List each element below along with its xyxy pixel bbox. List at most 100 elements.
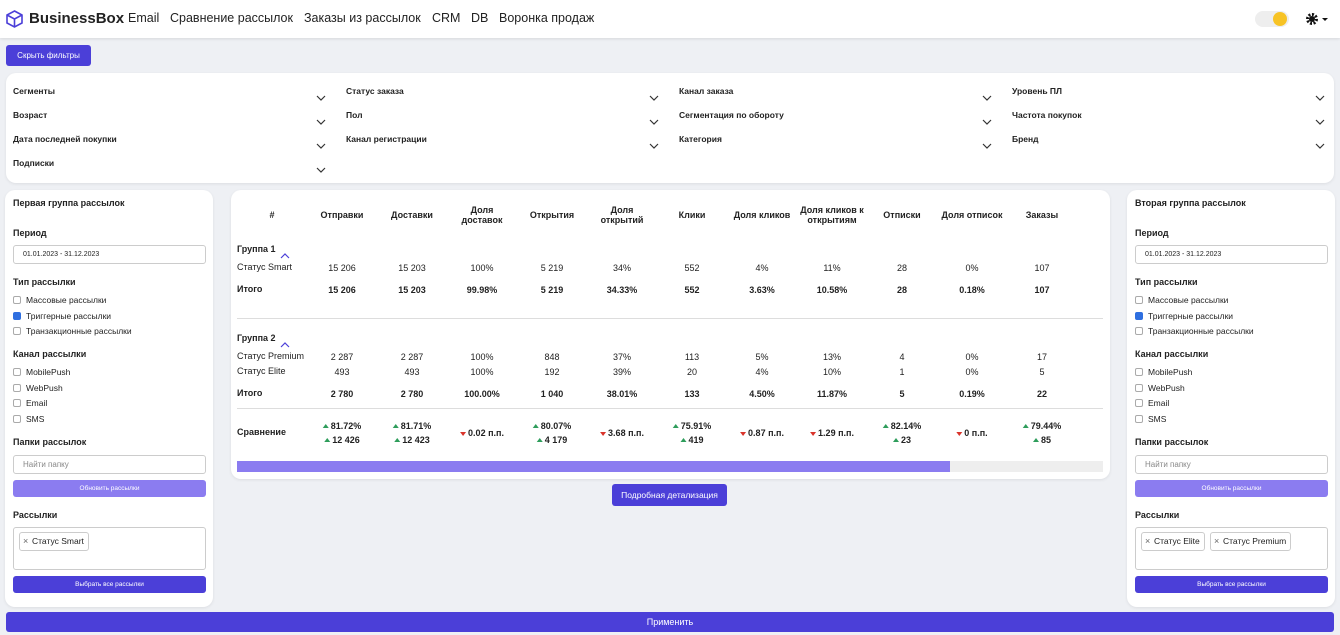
checkbox-label: Триггерные рассылки xyxy=(1148,310,1234,321)
checkbox-label: SMS xyxy=(1148,413,1167,424)
settings[interactable] xyxy=(1305,12,1329,26)
column-header: Отправки xyxy=(320,210,364,220)
checkbox[interactable] xyxy=(1135,311,1143,320)
filter-dropdown[interactable]: Уровень ПЛ xyxy=(1012,86,1062,96)
filter-dropdown[interactable]: Дата последней покупки xyxy=(13,134,117,144)
tag[interactable]: Статус Elite × xyxy=(1141,532,1205,551)
cell: 99.98% xyxy=(466,285,498,295)
checkbox[interactable] xyxy=(1135,399,1143,407)
checkbox[interactable] xyxy=(13,327,21,335)
chevron[interactable] xyxy=(316,160,326,173)
header: BusinessBox Email Сравнение рассылок Заказ… xyxy=(0,0,1340,38)
checkbox[interactable] xyxy=(1135,414,1143,423)
collapse-icon[interactable] xyxy=(280,246,290,259)
checkbox[interactable] xyxy=(13,368,21,376)
filter-dropdown[interactable]: Канал заказа xyxy=(679,86,734,96)
filter-dropdown[interactable]: Частота покупок xyxy=(1012,110,1082,120)
date-input[interactable]: 01.01.2023 - 31.12.2023 xyxy=(13,245,206,264)
checkbox[interactable] xyxy=(13,296,21,304)
nav-link[interactable]: CRM xyxy=(432,11,461,25)
date-input[interactable]: 01.01.2023 - 31.12.2023 xyxy=(1135,245,1328,264)
select-all-button[interactable]: Выбрать все рассылки xyxy=(1135,576,1328,593)
checkbox[interactable] xyxy=(1135,327,1143,335)
filter-dropdown[interactable]: Возраст xyxy=(13,110,48,120)
detail-button[interactable]: Подробная детализация xyxy=(612,484,727,506)
nav-link[interactable]: Сравнение рассылок xyxy=(170,11,293,25)
checkbox[interactable] xyxy=(1135,368,1143,376)
checkbox-label: WebPush xyxy=(1148,382,1185,393)
nav-link[interactable]: Email xyxy=(128,11,160,25)
checkbox[interactable] xyxy=(13,414,21,423)
cell: 39% xyxy=(612,367,632,377)
row-label: Итого xyxy=(237,284,263,294)
filter-dropdown[interactable]: Подписки xyxy=(13,158,55,168)
tag-box: Статус Elite × Статус Premium × xyxy=(1135,527,1328,570)
change-up: 79.44% xyxy=(1022,421,1061,431)
chevron[interactable] xyxy=(316,136,326,149)
checkbox[interactable] xyxy=(1135,296,1143,304)
column-header: Доля открытий xyxy=(600,205,644,225)
scrollbar[interactable] xyxy=(237,461,1103,472)
change-up: 75.91% xyxy=(672,421,711,431)
chevron[interactable] xyxy=(1315,112,1325,125)
nav-link[interactable]: DB xyxy=(471,11,489,25)
scrollbar-thumb[interactable] xyxy=(237,461,950,472)
cell: 192 xyxy=(544,367,560,377)
collapse-icon[interactable] xyxy=(280,335,290,348)
nav-link[interactable]: Воронка продаж xyxy=(499,11,595,25)
refresh-button[interactable]: Обновить рассылки xyxy=(13,480,206,497)
row-label: Итого xyxy=(237,388,263,398)
filter-dropdown[interactable]: Категория xyxy=(679,134,722,144)
remove-tag[interactable]: × xyxy=(23,536,29,546)
filter-dropdown[interactable]: Бренд xyxy=(1012,134,1039,144)
checkbox[interactable] xyxy=(13,399,21,407)
filter-dropdown[interactable]: Статус заказа xyxy=(346,86,404,96)
chevron[interactable] xyxy=(982,112,992,125)
column-header: Доля доставок xyxy=(461,205,503,225)
nav-link[interactable]: Заказы из рассылок xyxy=(304,11,421,25)
checkbox-label: MobilePush xyxy=(26,367,71,377)
cell: 1 xyxy=(899,367,905,377)
chevron[interactable] xyxy=(1315,136,1325,149)
column-header: Открытия xyxy=(529,210,575,220)
filter-panel: Вторая группа рассылок Период 01.01.2023 -… xyxy=(1127,190,1335,607)
chevron[interactable] xyxy=(316,88,326,101)
cell: 100% xyxy=(470,367,494,377)
theme-toggle[interactable] xyxy=(1255,11,1289,27)
chevron[interactable] xyxy=(649,112,659,125)
chevron[interactable] xyxy=(649,136,659,149)
remove-tag[interactable]: × xyxy=(1214,536,1220,546)
apply-button[interactable]: Применить xyxy=(6,612,1334,632)
filter-dropdown[interactable]: Сегменты xyxy=(13,86,55,96)
select-all-button[interactable]: Выбрать все рассылки xyxy=(13,576,206,593)
cell: 11.87% xyxy=(816,389,848,399)
label: Тип рассылки xyxy=(13,277,76,287)
cell: 5 xyxy=(899,389,905,399)
tag[interactable]: Статус Smart × xyxy=(19,532,89,551)
search-input[interactable]: Найти папку xyxy=(13,455,206,474)
filter-dropdown[interactable]: Пол xyxy=(346,110,363,120)
filter-dropdown[interactable]: Канал регистрации xyxy=(346,134,427,144)
tag[interactable]: Статус Premium × xyxy=(1210,532,1292,551)
chevron[interactable] xyxy=(649,88,659,101)
hide-filters[interactable]: Скрыть фильтры xyxy=(6,45,91,66)
filter-dropdown[interactable]: Сегментация по обороту xyxy=(679,110,784,120)
search-input[interactable]: Найти папку xyxy=(1135,455,1328,474)
column-header: Заказы xyxy=(1025,210,1059,220)
checkbox[interactable] xyxy=(1135,383,1143,392)
chevron[interactable] xyxy=(982,88,992,101)
chevron[interactable] xyxy=(316,112,326,125)
chevron[interactable] xyxy=(1315,88,1325,101)
chevron[interactable] xyxy=(982,136,992,149)
arrow xyxy=(672,424,679,428)
remove-tag[interactable]: × xyxy=(1145,536,1151,546)
cell: 4% xyxy=(755,263,769,273)
cell: 28 xyxy=(896,285,908,295)
checkbox[interactable] xyxy=(13,383,21,392)
label: Канал рассылки xyxy=(1135,349,1209,359)
checkbox[interactable] xyxy=(13,311,21,320)
refresh-button[interactable]: Обновить рассылки xyxy=(1135,480,1328,497)
row-label: Статус Premium xyxy=(237,351,304,361)
cell: 1 040 xyxy=(540,389,564,399)
